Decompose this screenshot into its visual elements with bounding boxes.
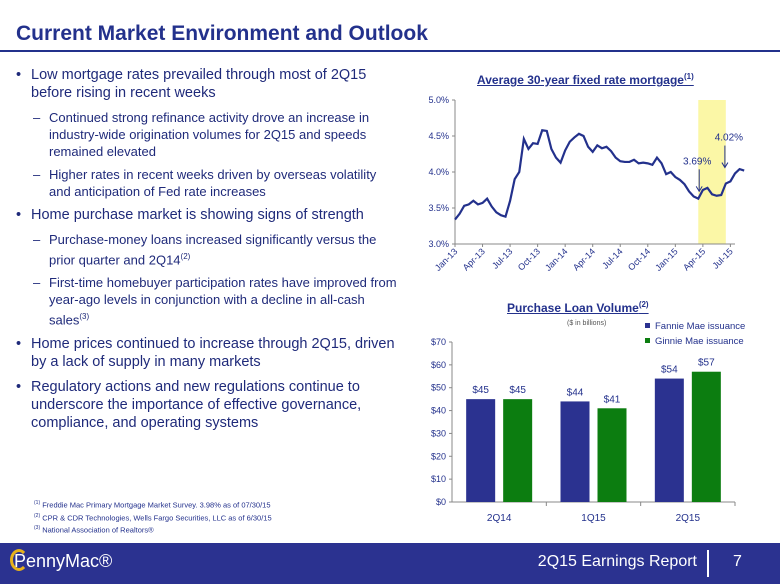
x-tick-label: Apr-14 [571,246,597,272]
footnote-mark: (3) [34,525,41,531]
y-tick-label: $70 [431,337,446,347]
line-chart-title-sup: (1) [683,72,694,81]
x-tick-label: Oct-13 [516,246,542,272]
sub-bullet-text: Higher rates in recent weeks driven by o… [49,167,377,199]
bar-data-label: $45 [509,385,526,396]
bullet-list: Low mortgage rates prevailed through mos… [14,66,399,439]
y-tick-label: $30 [431,428,446,438]
y-tick-label: $60 [431,360,446,370]
x-tick-label: Jan-13 [433,246,460,273]
legend-label: Ginnie Mae issuance [655,336,744,347]
footnote-text: CPR & CDR Technologies, Wells Fargo Secu… [42,513,272,522]
line-chart-title-text: Average 30-year fixed rate mortgage [477,73,684,87]
footnote-mark: (1) [34,500,41,506]
y-tick-label: 4.0% [428,167,449,177]
footnote: (1) Freddie Mac Primary Mortgage Market … [34,498,272,511]
sub-bullet-text: Continued strong refinance activity drov… [49,110,370,159]
bar-chart-title: Purchase Loan Volume(2) [507,300,649,315]
sub-bullet-text: Purchase-money loans increased significa… [49,232,377,268]
sub-bullet-item: Purchase-money loans increased significa… [14,231,399,268]
x-tick-label: Jul-15 [710,246,734,270]
category-label: 2Q15 [676,513,701,524]
y-tick-label: $50 [431,383,446,393]
bullet-item: Regulatory actions and new regulations c… [14,378,399,432]
x-tick-label: Jan-14 [543,246,570,273]
legend-swatch [645,338,650,343]
y-tick-label: $20 [431,451,446,461]
bar-ginnie [503,399,533,502]
line-chart-title: Average 30-year fixed rate mortgage(1) [477,72,694,87]
footnote-text: National Association of Realtors® [42,525,154,535]
pennymac-logo: PennyMac® [10,549,113,572]
y-tick-label: 4.5% [428,131,449,141]
bar-data-label: $41 [604,394,621,405]
footnote-mark: (2) [34,512,41,519]
bar-data-label: $45 [472,385,489,396]
rate-line [454,129,745,221]
annotation-label: 3.69% [683,156,711,167]
bullet-item: Home purchase market is showing signs of… [14,206,399,224]
bar-chart-title-text: Purchase Loan Volume [507,301,639,315]
footer-bar: PennyMac® 2Q15 Earnings Report 7 [0,543,780,584]
bar-data-label: $54 [661,365,678,376]
footnote: (3) National Association of Realtors® [34,523,272,536]
sub-bullet-item: First-time homebuyer participation rates… [14,274,399,328]
highlight-band [698,100,726,244]
x-tick-label: Jan-15 [653,246,680,273]
bullet-item: Home prices continued to increase throug… [14,335,399,371]
footnote-ref: (2) [180,252,191,261]
logo-text: PennyMac® [14,551,113,571]
arrow-head [695,186,703,193]
sub-bullet-item: Continued strong refinance activity drov… [14,109,399,160]
bar-chart-title-sup: (2) [638,300,649,309]
footnotes: (1) Freddie Mac Primary Mortgage Market … [34,498,272,536]
x-tick-label: Apr-13 [461,246,487,272]
bar-data-label: $44 [567,387,584,398]
arrow-head [721,162,729,169]
footnote: (2) CPR & CDR Technologies, Wells Fargo … [34,511,272,524]
sub-bullet-text: First-time homebuyer participation rates… [49,275,397,328]
page-number: 7 [733,553,742,570]
y-tick-label: 3.0% [428,239,449,249]
y-tick-label: $10 [431,474,446,484]
footer-separator [707,550,709,577]
x-tick-label: Apr-15 [681,246,707,272]
bullet-item: Low mortgage rates prevailed through mos… [14,66,399,102]
bar-chart-subtitle: ($ in billions) [567,320,607,327]
title-divider [0,50,780,52]
bar-data-label: $57 [698,358,715,369]
bar-fannie [560,401,590,502]
bar-fannie [466,399,496,502]
footnote-ref: (3) [79,312,90,322]
annotation-label: 4.02% [715,133,743,144]
category-label: 2Q14 [487,513,512,524]
category-label: 1Q15 [581,513,606,524]
bar-ginnie [691,371,721,502]
legend-label: Fannie Mae issuance [655,321,745,332]
y-tick-label: $0 [436,497,446,507]
page-title: Current Market Environment and Outlook [16,22,428,45]
bar-ginnie [597,408,627,502]
x-tick-label: Jul-14 [600,246,624,270]
sub-bullet-item: Higher rates in recent weeks driven by o… [14,166,399,200]
bar-fannie [654,378,684,502]
report-name: 2Q15 Earnings Report [537,553,697,570]
footnote-text: Freddie Mac Primary Mortgage Market Surv… [42,500,271,510]
y-tick-label: 3.5% [428,203,449,213]
legend-swatch [645,323,650,328]
y-tick-label: $40 [431,406,446,416]
y-tick-label: 5.0% [428,95,449,105]
x-tick-label: Oct-14 [626,246,652,272]
x-tick-label: Jul-13 [490,246,514,270]
